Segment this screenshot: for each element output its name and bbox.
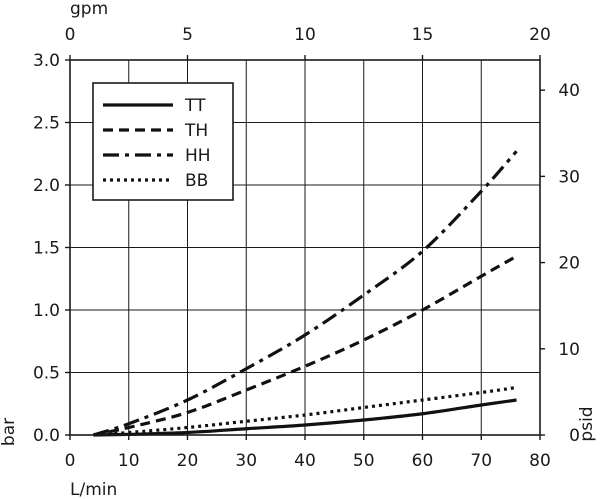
x-tick-label: 0 [65,451,76,471]
x-tick-label: 40 [294,451,316,471]
x2-tick-label: 10 [294,25,316,45]
y-tick-label: 2.0 [33,176,60,196]
legend: TT TH HH BB [92,82,234,201]
x2-tick-label: 0 [65,25,76,45]
series-line-tt [93,398,517,437]
y-tick-label: 0.5 [33,364,60,384]
series-layer [93,150,518,437]
series-line-hh [93,150,518,437]
x-tick-label: 60 [412,451,434,471]
y2-tick-label: 10 [558,340,580,360]
legend-label-th: TH [184,121,208,141]
legend-label-bb: BB [185,171,208,191]
x-tick-label: 30 [235,451,257,471]
y-axis-title: bar [0,418,19,446]
y-tick-label: 0.0 [33,426,60,446]
y2-tick-label: 30 [558,167,580,187]
y2-tick-label: 40 [558,81,580,101]
x2-tick-label: 20 [529,25,551,45]
legend-label-tt: TT [184,96,206,116]
x-axis-title: L/min [70,480,117,499]
grid-lines [69,59,541,436]
y2-tick-label: 20 [558,254,580,274]
tick-labels: 0 10 20 30 40 50 60 70 80 0 5 10 15 20 0.0 0.5 1.0 1.5 2.0… [33,25,580,471]
x-tick-label: 50 [353,451,375,471]
x-tick-label: 80 [529,451,551,471]
x2-axis-title: gpm [70,0,108,19]
y2-axis-title: psid [577,406,597,441]
x-tick-label: 10 [118,451,140,471]
y-tick-label: 2.5 [33,114,60,134]
x-tick-label: 20 [177,451,199,471]
y-tick-label: 1.0 [33,301,60,321]
y2-tick-label: 0 [569,426,580,446]
series-line-th [93,254,518,437]
series-line-bb [93,385,517,437]
x2-tick-label: 15 [412,25,434,45]
legend-label-hh: HH [185,146,211,166]
x-tick-label: 70 [470,451,492,471]
y-tick-label: 1.5 [33,239,60,259]
legend-box [92,82,234,201]
y-tick-label: 3.0 [33,51,60,71]
x2-tick-label: 5 [182,25,193,45]
